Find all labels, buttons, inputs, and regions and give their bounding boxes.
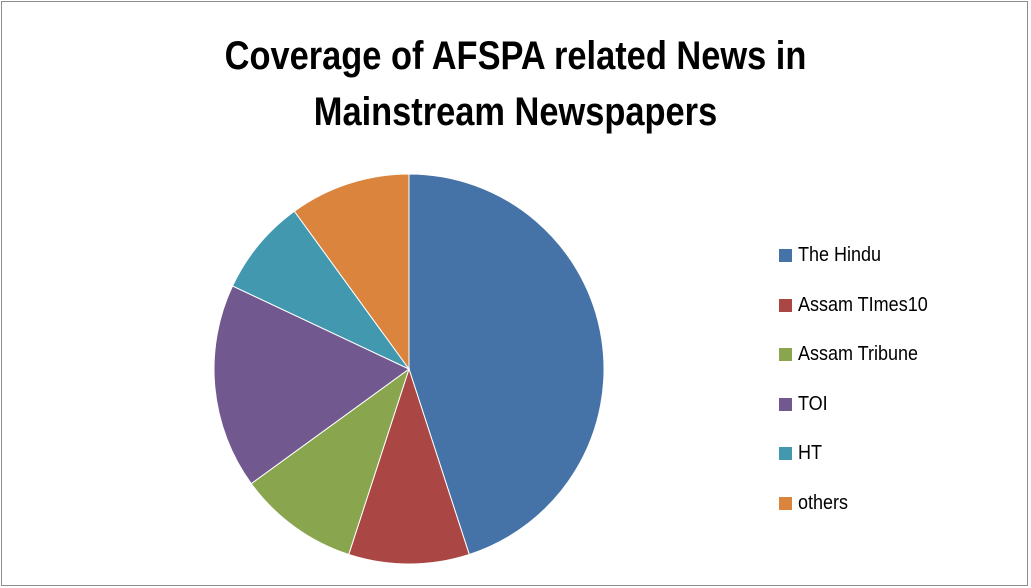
legend-label-others: others [798, 491, 849, 514]
legend-swatch-others [779, 496, 792, 510]
pie-slice-assam-tribune [250, 367, 410, 556]
legend-item-assam-tribune: Assam Tribune [779, 330, 1019, 380]
legend-label-assam-times10: Assam TImes10 [798, 293, 928, 316]
legend-item-assam-times10: Assam TImes10 [779, 281, 1019, 331]
pie-slice-ht [231, 210, 410, 370]
legend-swatch-toi [779, 397, 792, 411]
legend-swatch-the-hindu [779, 249, 792, 263]
pie-slice-others [293, 173, 410, 371]
legend-swatch-ht [779, 447, 792, 461]
legend-label-the-hindu: The Hindu [798, 244, 882, 267]
legend-label-toi: TOI [798, 392, 828, 415]
legend-item-the-hindu: The Hindu [779, 231, 1019, 281]
legend-swatch-assam-times10 [779, 298, 792, 312]
legend-item-toi: TOI [779, 380, 1019, 430]
chart-title-line-2: Mainstream Newspapers [313, 90, 718, 134]
legend-label-assam-tribune: Assam Tribune [798, 343, 919, 366]
pie-slice-the-hindu [408, 173, 605, 556]
chart-title: Coverage of AFSPA related News in Mainst… [74, 28, 957, 140]
legend-item-ht: HT [779, 429, 1019, 479]
pie-slice-toi [213, 285, 410, 485]
legend-item-others: others [779, 479, 1019, 529]
legend-swatch-assam-tribune [779, 348, 792, 362]
chart-legend: The Hindu Assam TImes10 Assam Tribune TOI HT… [779, 231, 1019, 528]
chart-title-line-1: Coverage of AFSPA related News in [224, 34, 807, 78]
legend-label-ht: HT [798, 442, 823, 465]
pie-slice-assam-times10 [348, 367, 470, 565]
